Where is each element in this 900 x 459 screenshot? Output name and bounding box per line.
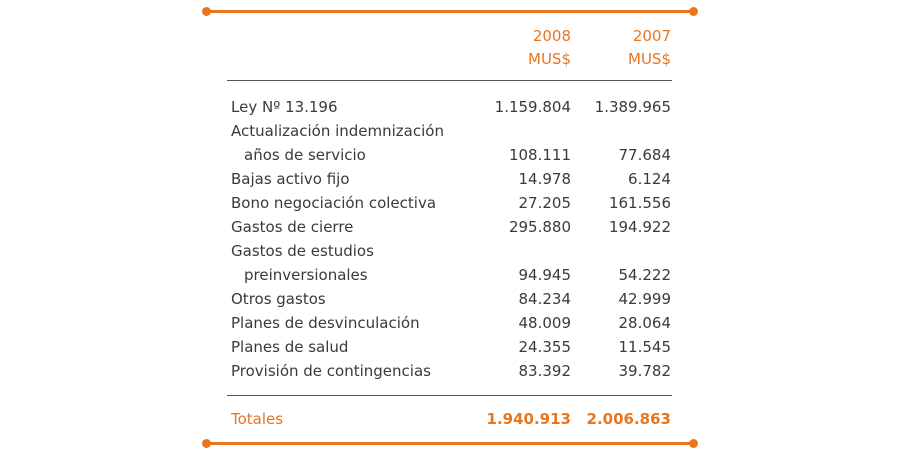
rule-right-dot <box>689 7 698 16</box>
top-orange-rule <box>202 7 698 16</box>
row-value-2008: 27.205 <box>518 194 572 212</box>
row-value-2008: 1.159.804 <box>494 98 571 116</box>
row-value-2008: 48.009 <box>518 314 572 332</box>
rule-left-dot <box>202 7 211 16</box>
row-value-2007: 6.124 <box>628 170 671 188</box>
table-body: Ley Nº 13.196 1.159.804 1.389.965 Actual… <box>0 95 900 383</box>
column-unit-2008: MUS$ <box>528 50 571 68</box>
bottom-orange-rule <box>202 439 698 448</box>
table-row: Bono negociación colectiva 27.205 161.55… <box>0 191 900 215</box>
rule-left-dot <box>202 439 211 448</box>
totals-label: Totales <box>231 410 284 428</box>
table-row: Gastos de cierre 295.880 194.922 <box>0 215 900 239</box>
row-value-2008: 83.392 <box>518 362 572 380</box>
table-row: años de servicio 108.111 77.684 <box>0 143 900 167</box>
totals-value-2008: 1.940.913 <box>486 410 571 428</box>
row-label: preinversionales <box>244 266 368 284</box>
column-header-2007: 2007 MUS$ <box>551 25 671 71</box>
row-value-2007: 39.782 <box>618 362 672 380</box>
row-label: Planes de desvinculación <box>231 314 420 332</box>
row-value-2007: 11.545 <box>618 338 672 356</box>
row-value-2008: 295.880 <box>508 218 571 236</box>
row-value-2008: 108.111 <box>508 146 571 164</box>
rule-right-dot <box>689 439 698 448</box>
column-year-2007: 2007 <box>632 27 671 45</box>
table-row: Gastos de estudios <box>0 239 900 263</box>
table-row: Ley Nº 13.196 1.159.804 1.389.965 <box>0 95 900 119</box>
row-label: Otros gastos <box>231 290 326 308</box>
row-label: Provisión de contingencias <box>231 362 431 380</box>
row-label: Ley Nº 13.196 <box>231 98 338 116</box>
table-row: Planes de desvinculación 48.009 28.064 <box>0 311 900 335</box>
row-label: Bono negociación colectiva <box>231 194 437 212</box>
table-row: Bajas activo fijo 14.978 6.124 <box>0 167 900 191</box>
row-label: Actualización indemnización <box>231 122 444 140</box>
row-value-2007: 77.684 <box>618 146 672 164</box>
table-row: Actualización indemnización <box>0 119 900 143</box>
row-value-2007: 54.222 <box>618 266 672 284</box>
totals-row: Totales 1.940.913 2.006.863 <box>0 407 900 431</box>
row-label: Gastos de estudios <box>231 242 374 260</box>
table-row: Planes de salud 24.355 11.545 <box>0 335 900 359</box>
column-unit-2007: MUS$ <box>628 50 671 68</box>
row-value-2007: 42.999 <box>618 290 672 308</box>
row-value-2008: 94.945 <box>518 266 572 284</box>
table-row: preinversionales 94.945 54.222 <box>0 263 900 287</box>
row-value-2008: 14.978 <box>518 170 572 188</box>
table-row: Provisión de contingencias 83.392 39.782 <box>0 359 900 383</box>
row-label: Gastos de cierre <box>231 218 354 236</box>
column-header-2008: 2008 MUS$ <box>451 25 571 71</box>
row-value-2007: 161.556 <box>608 194 671 212</box>
row-label: Planes de salud <box>231 338 349 356</box>
row-value-2007: 194.922 <box>608 218 671 236</box>
row-label: años de servicio <box>244 146 366 164</box>
total-divider <box>227 395 672 396</box>
row-label: Bajas activo fijo <box>231 170 350 188</box>
table-row: Otros gastos 84.234 42.999 <box>0 287 900 311</box>
column-year-2008: 2008 <box>532 27 571 45</box>
totals-value-2007: 2.006.863 <box>586 410 671 428</box>
row-value-2008: 24.355 <box>518 338 572 356</box>
row-value-2008: 84.234 <box>518 290 572 308</box>
row-value-2007: 1.389.965 <box>594 98 671 116</box>
row-value-2007: 28.064 <box>618 314 672 332</box>
header-divider <box>227 80 672 81</box>
